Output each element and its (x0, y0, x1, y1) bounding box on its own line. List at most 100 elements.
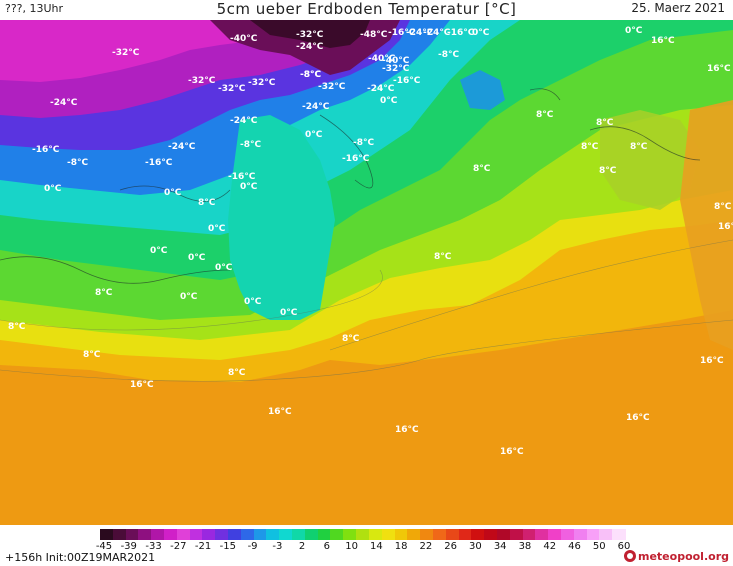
isotherm-label: 0°C (215, 263, 233, 273)
isotherm-label: -40°C (368, 54, 396, 64)
isotherm-label: 8°C (83, 350, 101, 360)
isotherm-label: -16°C (447, 28, 475, 38)
isotherm-label: -16°C (228, 172, 256, 182)
color-scale-tick: 46 (568, 541, 581, 552)
color-scale-swatch (125, 529, 139, 540)
color-scale-tick: 42 (543, 541, 557, 552)
color-scale-swatch (228, 529, 242, 540)
color-scale-swatch (164, 529, 178, 540)
color-scale-swatch (509, 529, 524, 540)
isotherm-label: 0°C (180, 292, 198, 302)
isotherm-label: 0°C (188, 253, 206, 263)
isotherm-label: 8°C (536, 110, 554, 120)
color-scale-swatch (317, 529, 332, 540)
color-scale-tick: 10 (345, 541, 358, 552)
isotherm-label: 0°C (305, 130, 323, 140)
color-scale-swatch (458, 529, 472, 540)
color-scale-tick: 38 (518, 541, 532, 552)
isotherm-label: 0°C (150, 246, 168, 256)
color-scale-swatch (151, 529, 165, 540)
isotherm-label: -8°C (240, 140, 261, 150)
isotherm-label: 0°C (240, 182, 258, 192)
isotherm-label: 16°C (626, 413, 650, 423)
color-scale-tick: -15 (219, 541, 236, 552)
color-scale-swatch (240, 529, 255, 540)
init-time: +156h Init:00Z19MAR2021 (5, 551, 156, 564)
color-scale-swatch (548, 529, 562, 540)
color-scale-tick: -21 (194, 541, 212, 552)
isotherm-label: -24°C (406, 28, 434, 38)
color-scale-swatch (356, 529, 370, 540)
isotherm-label: 16°C (707, 64, 731, 74)
meteopool-logo[interactable]: meteopool.org (624, 548, 729, 564)
isotherm-label: -24°C (423, 28, 451, 38)
isotherm-label: 16°C (395, 425, 419, 435)
isotherm-label: -16°C (145, 158, 173, 168)
color-scale-swatch (535, 529, 549, 540)
logo-text: meteopool.org (638, 549, 729, 563)
color-scale-swatch (368, 529, 383, 540)
isotherm-label: 8°C (581, 142, 599, 152)
color-scale-tick: 34 (493, 541, 507, 552)
isotherm-label: 0°C (472, 28, 490, 38)
isotherm-label: 8°C (198, 198, 216, 208)
isotherm-label: -24°C (296, 42, 324, 52)
color-scale-swatch (330, 529, 344, 540)
forecast-date: 25. Maerz 2021 (631, 1, 725, 15)
isotherm-label: -24°C (302, 102, 330, 112)
isotherm-label: -40°C (230, 34, 258, 44)
isotherm-label: 8°C (599, 166, 617, 176)
color-scale-swatch (343, 529, 357, 540)
color-scale-tick: 18 (394, 541, 408, 552)
color-scale-swatch (253, 529, 268, 540)
color-scale-tick: 2 (298, 541, 306, 552)
isotherm-label: 8°C (8, 322, 26, 332)
color-scale-swatch (266, 529, 280, 540)
color-scale-tick: -3 (272, 541, 283, 552)
color-scale-swatch (100, 529, 114, 540)
isotherm-label: 8°C (630, 142, 648, 152)
isotherm-label: 16°C (651, 36, 675, 46)
color-scale-bar (100, 529, 626, 540)
isotherm-label: -16°C (342, 154, 370, 164)
color-scale-swatch (215, 529, 229, 540)
color-scale-swatch (496, 529, 511, 540)
color-scale-swatch (304, 529, 319, 540)
color-scale-swatch (599, 529, 613, 540)
isotherm-label: 8°C (473, 164, 491, 174)
isotherm-label: 16°C (718, 222, 733, 232)
color-scale-swatch (471, 529, 485, 540)
color-scale-tick: -33 (145, 541, 162, 552)
color-scale-tick: -45 (95, 541, 113, 552)
logo-icon (624, 550, 636, 562)
isotherm-label: 8°C (714, 202, 732, 212)
isotherm-label: -32°C (112, 48, 140, 58)
isotherm-label: -32°C (188, 76, 216, 86)
color-scale-tick: 14 (370, 541, 383, 552)
isotherm-label: -32°C (248, 78, 276, 88)
isotherm-label: 8°C (95, 288, 113, 298)
isotherm-label: -16°C (32, 145, 60, 155)
isotherm-label: -24°C (230, 116, 258, 126)
color-scale-tick: 26 (444, 541, 458, 552)
isotherm-label: 16°C (130, 380, 154, 390)
isotherm-label: -8°C (300, 70, 321, 80)
isotherm-label: 0°C (208, 224, 226, 234)
color-scale-swatch (407, 529, 421, 540)
color-scale-tick: -9 (247, 541, 258, 552)
isotherm-label: -48°C (360, 30, 388, 40)
isotherm-label: -32°C (318, 82, 346, 92)
color-scale-swatch (560, 529, 575, 540)
isotherm-label: -8°C (438, 50, 459, 60)
isotherm-label: -24°C (367, 84, 395, 94)
color-scale-swatch (522, 529, 536, 540)
isotherm-label: -32°C (218, 84, 246, 94)
temperature-map-svg: -40°C -32°C -16°C -24°C-48°C -24°C -16°C0°C-3… (0, 20, 733, 525)
isotherm-label: -8°C (300, 70, 321, 80)
isotherm-label: 0°C (164, 188, 182, 198)
isotherm-label: -24°C (168, 142, 196, 152)
color-scale-swatch (612, 529, 626, 540)
isotherm-label: 16°C (500, 447, 524, 457)
map-title: 5cm ueber Erdboden Temperatur [°C] (216, 0, 517, 18)
color-scale-tick: 30 (469, 541, 482, 552)
